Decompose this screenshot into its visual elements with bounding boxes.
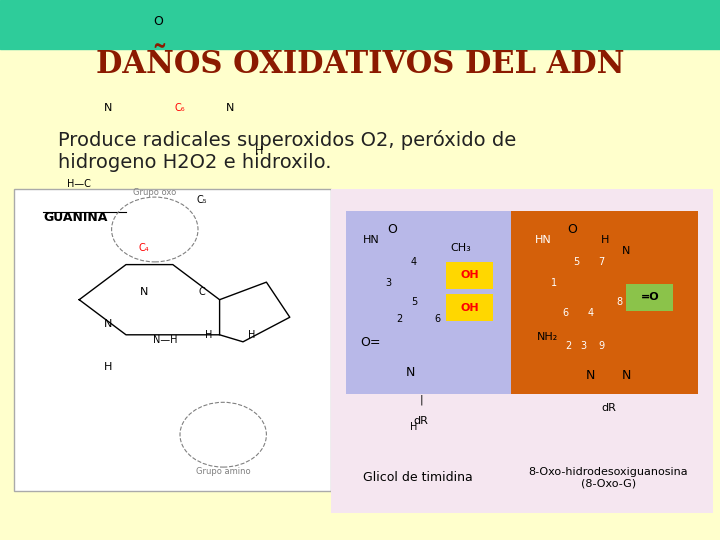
Text: N: N <box>226 103 235 113</box>
Text: C: C <box>198 287 205 296</box>
Text: HN: HN <box>535 235 552 245</box>
Text: Grupo oxo: Grupo oxo <box>133 188 176 197</box>
Text: C₆: C₆ <box>175 103 185 113</box>
Text: DAÑOS OXIDATIVOS DEL ADN: DAÑOS OXIDATIVOS DEL ADN <box>96 49 624 80</box>
FancyBboxPatch shape <box>511 211 698 394</box>
Text: O: O <box>567 223 577 236</box>
Text: O: O <box>387 223 397 236</box>
Text: CH₃: CH₃ <box>450 244 471 253</box>
Text: HN: HN <box>362 235 379 245</box>
Text: H: H <box>600 235 609 245</box>
Text: 7: 7 <box>598 257 604 267</box>
Text: C₅: C₅ <box>197 195 207 205</box>
Text: O=: O= <box>361 336 381 349</box>
Text: 4: 4 <box>411 257 417 267</box>
FancyBboxPatch shape <box>446 262 493 289</box>
Text: NH₂: NH₂ <box>536 333 558 342</box>
Text: H—C: H—C <box>67 179 91 188</box>
Text: H: H <box>205 330 212 340</box>
Text: N: N <box>621 369 631 382</box>
Text: 1: 1 <box>552 279 557 288</box>
Text: 9: 9 <box>598 341 604 350</box>
Text: N: N <box>405 366 415 379</box>
FancyBboxPatch shape <box>446 294 493 321</box>
Text: N: N <box>585 369 595 382</box>
Text: 5: 5 <box>573 257 579 267</box>
Text: Grupo amino: Grupo amino <box>196 467 251 476</box>
Text: Produce radicales superoxidos O2, peróxido de
hidrogeno H2O2 e hidroxilo.: Produce radicales superoxidos O2, peróxi… <box>58 130 516 172</box>
Text: 2: 2 <box>566 341 572 350</box>
Text: H: H <box>104 362 112 372</box>
Text: N: N <box>104 103 112 113</box>
Text: 3: 3 <box>580 341 586 350</box>
Text: 8: 8 <box>616 298 622 307</box>
Text: GUANINA: GUANINA <box>43 211 107 224</box>
Text: 6: 6 <box>562 308 568 318</box>
Text: H: H <box>248 330 256 340</box>
Text: 3: 3 <box>386 279 392 288</box>
Text: 4: 4 <box>588 308 593 318</box>
Text: =O: =O <box>641 292 659 302</box>
Text: dR: dR <box>601 403 616 413</box>
Text: N—H: N—H <box>153 335 178 345</box>
Text: OH: OH <box>461 271 479 280</box>
Text: H: H <box>410 422 418 431</box>
FancyBboxPatch shape <box>346 211 518 394</box>
Text: 8-Oxo-hidrodesoxiguanosina
(8-Oxo-G): 8-Oxo-hidrodesoxiguanosina (8-Oxo-G) <box>528 467 688 489</box>
Text: 2: 2 <box>397 314 402 323</box>
Text: OH: OH <box>461 303 479 313</box>
Text: N: N <box>140 287 148 296</box>
Text: C₄: C₄ <box>139 244 149 253</box>
Text: O: O <box>153 15 163 28</box>
Text: N: N <box>622 246 631 256</box>
Text: N: N <box>104 319 112 329</box>
FancyBboxPatch shape <box>14 189 331 491</box>
Text: |: | <box>419 394 423 405</box>
Text: Glicol de timidina: Glicol de timidina <box>363 471 472 484</box>
FancyBboxPatch shape <box>331 189 713 513</box>
Text: 6: 6 <box>435 314 441 323</box>
FancyBboxPatch shape <box>626 284 673 310</box>
Text: 5: 5 <box>411 298 417 307</box>
Text: H: H <box>255 146 264 156</box>
Bar <box>0 0 720 49</box>
Text: dR: dR <box>414 416 428 426</box>
